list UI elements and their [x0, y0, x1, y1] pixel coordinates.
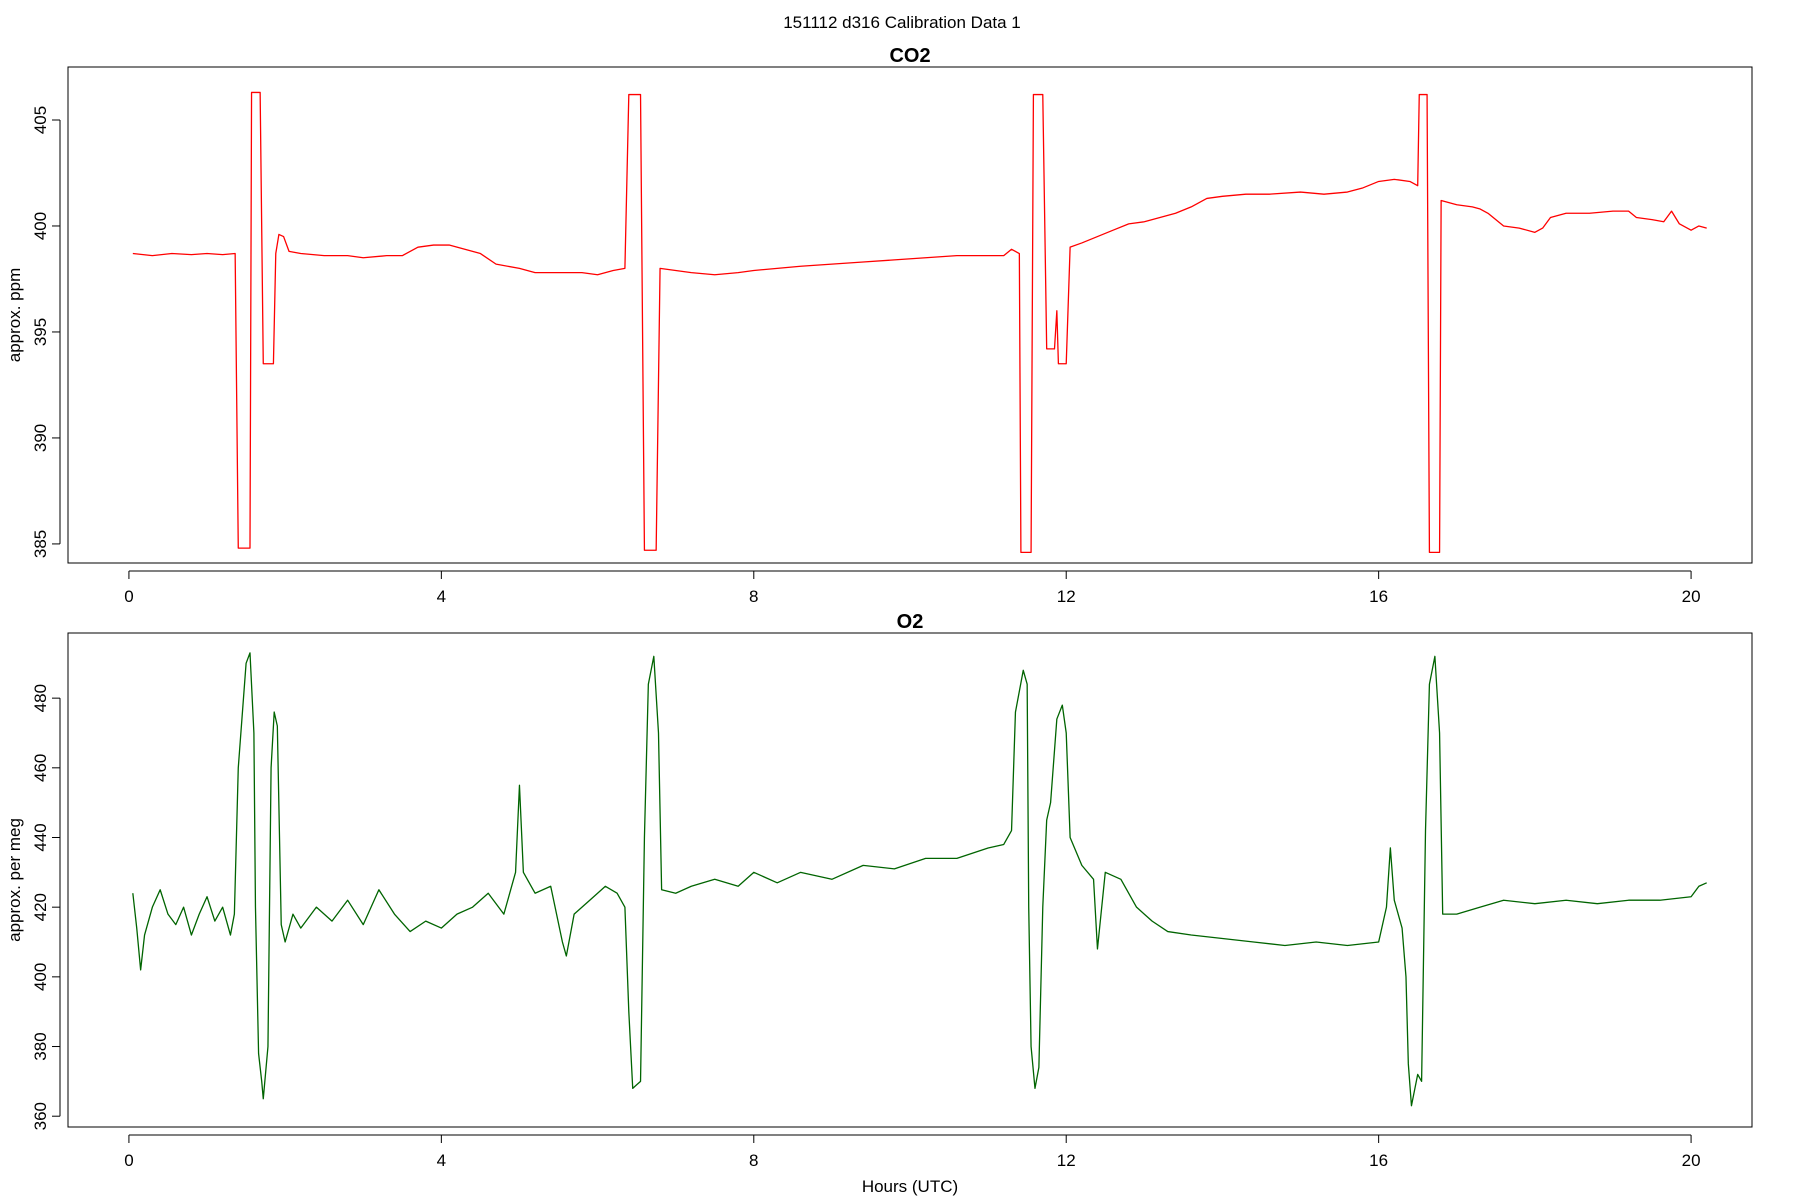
o2-panel: O2 0 4 8 12 16 20 360 380 400 420 440 460 480 approx. … — [5, 611, 1753, 1196]
co2-x-tick-label: 8 — [749, 587, 758, 606]
co2-panel: CO2 0 4 8 12 16 20 385 390 395 400 405 approx. ppm — [5, 45, 1753, 606]
co2-y-tick-label: 395 — [31, 318, 50, 346]
o2-panel-title: O2 — [897, 611, 924, 633]
o2-x-tick-label: 4 — [437, 1151, 446, 1170]
co2-x-axis: 0 4 8 12 16 20 — [124, 570, 1701, 606]
o2-x-axis: 0 4 8 12 16 20 — [124, 1134, 1701, 1170]
o2-y-axis: 360 380 400 420 440 460 480 — [31, 684, 61, 1130]
co2-y-tick-label: 390 — [31, 424, 50, 452]
o2-y-tick-label: 400 — [31, 963, 50, 991]
co2-x-tick-label: 20 — [1682, 587, 1701, 606]
co2-y-tick-label: 385 — [31, 530, 50, 558]
co2-y-tick-label: 405 — [31, 106, 50, 134]
o2-y-tick-label: 460 — [31, 754, 50, 782]
o2-x-axis-label: Hours (UTC) — [862, 1177, 958, 1196]
co2-x-tick-label: 12 — [1057, 587, 1076, 606]
o2-x-tick-label: 0 — [124, 1151, 133, 1170]
co2-x-tick-label: 16 — [1369, 587, 1388, 606]
co2-series-line — [132, 91, 1707, 554]
o2-x-tick-label: 12 — [1057, 1151, 1076, 1170]
co2-y-tick-label: 400 — [31, 212, 50, 240]
o2-y-axis-label: approx. per meg — [5, 818, 24, 942]
co2-panel-title: CO2 — [889, 45, 930, 67]
o2-series-line — [132, 652, 1707, 1107]
o2-y-tick-label: 440 — [31, 823, 50, 851]
o2-x-tick-label: 16 — [1369, 1151, 1388, 1170]
o2-x-tick-label: 8 — [749, 1151, 758, 1170]
co2-y-axis-label: approx. ppm — [5, 268, 24, 363]
o2-y-tick-label: 420 — [31, 893, 50, 921]
o2-y-tick-label: 480 — [31, 684, 50, 712]
o2-y-tick-label: 360 — [31, 1102, 50, 1130]
co2-plot-frame — [67, 66, 1753, 564]
o2-y-tick-label: 380 — [31, 1032, 50, 1060]
o2-plot-frame — [67, 632, 1753, 1128]
co2-y-axis: 385 390 395 400 405 — [31, 106, 61, 558]
co2-x-tick-label: 4 — [437, 587, 446, 606]
co2-x-tick-label: 0 — [124, 587, 133, 606]
o2-x-tick-label: 20 — [1682, 1151, 1701, 1170]
figure-title: 151112 d316 Calibration Data 1 — [783, 13, 1021, 32]
